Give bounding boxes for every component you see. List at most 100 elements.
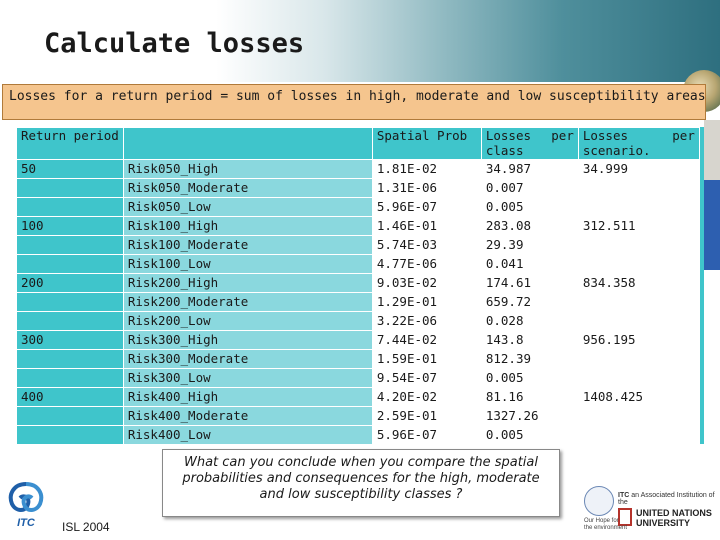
cell-losses-per-scenario	[577, 235, 700, 255]
cell-losses-per-class: 0.028	[480, 311, 579, 331]
cell-scenario-name: Risk050_Low	[122, 197, 373, 217]
question-box: What can you conclude when you compare t…	[162, 449, 560, 517]
cell-losses-per-class: 283.08	[480, 216, 579, 236]
cell-losses-per-class: 174.61	[480, 273, 579, 293]
cell-spatial-prob: 9.03E-02	[371, 273, 482, 293]
header-losses-scen-word: Losses	[582, 128, 628, 144]
table-header-row: Return period Spatial Prob Losses per cla…	[16, 127, 700, 160]
cell-losses-per-scenario: 956.195	[577, 330, 700, 350]
cell-scenario-name: Risk300_High	[122, 330, 373, 350]
cell-spatial-prob: 3.22E-06	[371, 311, 482, 331]
cell-scenario-name: Risk400_Low	[122, 425, 373, 445]
cell-spatial-prob: 4.20E-02	[371, 387, 482, 407]
cell-losses-per-class: 0.007	[480, 178, 579, 198]
un-university-logo: ITC an Associated Institution of the UNI…	[584, 486, 716, 534]
cell-losses-per-scenario	[577, 425, 700, 445]
table-row: Risk300_Moderate 1.59E-01 812.39	[16, 349, 700, 369]
unu-mark-icon	[618, 508, 632, 526]
cell-scenario-name: Risk100_Low	[122, 254, 373, 274]
table-row: Risk050_Moderate 1.31E-06 0.007	[16, 178, 700, 198]
cell-return-period	[16, 406, 124, 426]
cell-return-period	[16, 254, 124, 274]
cell-scenario-name: Risk400_High	[122, 387, 373, 407]
cell-losses-per-scenario	[577, 292, 700, 312]
cell-scenario-name: Risk100_High	[122, 216, 373, 236]
cell-return-period: 200	[16, 273, 124, 293]
side-decoration-white	[704, 270, 720, 370]
cell-losses-per-scenario	[577, 178, 700, 198]
table-row: Risk200_Low 3.22E-06 0.028	[16, 311, 700, 331]
cell-scenario-name: Risk050_Moderate	[122, 178, 373, 198]
cell-scenario-name: Risk200_Moderate	[122, 292, 373, 312]
unu-name: UNITED NATIONS UNIVERSITY	[636, 508, 712, 528]
cell-losses-per-class: 1327.26	[480, 406, 579, 426]
hope-text: Our Hope for the environment	[584, 518, 628, 531]
cell-return-period: 100	[16, 216, 124, 236]
cell-losses-per-class: 0.005	[480, 368, 579, 388]
header-losses-class-class: class	[485, 143, 524, 158]
cell-losses-per-scenario	[577, 197, 700, 217]
cell-spatial-prob: 2.59E-01	[371, 406, 482, 426]
table-row: 50 Risk050_High 1.81E-02 34.987 34.999	[16, 159, 700, 179]
table-row: 300 Risk300_High 7.44E-02 143.8 956.195	[16, 330, 700, 350]
header-losses-scen-scenario: scenario.	[582, 143, 651, 158]
cell-losses-per-class: 29.39	[480, 235, 579, 255]
cell-return-period: 400	[16, 387, 124, 407]
cell-losses-per-scenario	[577, 254, 700, 274]
cell-scenario-name: Risk200_High	[122, 273, 373, 293]
header-losses-per-class: Losses per class	[480, 127, 579, 160]
cell-losses-per-scenario	[577, 368, 700, 388]
table-row: 100 Risk100_High 1.46E-01 283.08 312.511	[16, 216, 700, 236]
cell-losses-per-class: 34.987	[480, 159, 579, 179]
cell-spatial-prob: 7.44E-02	[371, 330, 482, 350]
table-row: Risk400_Moderate 2.59E-01 1327.26	[16, 406, 700, 426]
cell-losses-per-scenario: 34.999	[577, 159, 700, 179]
losses-table: Return period Spatial Prob Losses per cla…	[16, 127, 700, 445]
cell-return-period	[16, 178, 124, 198]
cell-losses-per-class: 0.041	[480, 254, 579, 274]
side-decoration-gray	[704, 120, 720, 180]
cell-return-period	[16, 235, 124, 255]
header-losses-per-scenario: Losses per scenario.	[577, 127, 700, 160]
cell-scenario-name: Risk300_Moderate	[122, 349, 373, 369]
cell-losses-per-class: 812.39	[480, 349, 579, 369]
cell-losses-per-scenario: 312.511	[577, 216, 700, 236]
header-band	[0, 0, 720, 82]
side-decoration	[704, 120, 720, 370]
cell-scenario-name: Risk200_Low	[122, 311, 373, 331]
cell-scenario-name: Risk400_Moderate	[122, 406, 373, 426]
itc-logo-text: ITC	[17, 517, 36, 529]
cell-losses-per-scenario: 1408.425	[577, 387, 700, 407]
header-losses-scen-per: per	[672, 128, 695, 144]
table-row: Risk400_Low 5.96E-07 0.005	[16, 425, 700, 445]
cell-spatial-prob: 1.46E-01	[371, 216, 482, 236]
cell-spatial-prob: 5.96E-07	[371, 197, 482, 217]
cell-return-period	[16, 368, 124, 388]
cell-losses-per-class: 0.005	[480, 197, 579, 217]
cell-return-period	[16, 311, 124, 331]
table-row: 400 Risk400_High 4.20E-02 81.16 1408.425	[16, 387, 700, 407]
cell-return-period	[16, 292, 124, 312]
cell-losses-per-class: 0.005	[480, 425, 579, 445]
cell-spatial-prob: 1.59E-01	[371, 349, 482, 369]
cell-return-period	[16, 425, 124, 445]
cell-losses-per-class: 143.8	[480, 330, 579, 350]
slide-title: Calculate losses	[44, 28, 305, 59]
cell-scenario-name: Risk300_Low	[122, 368, 373, 388]
header-losses-class-word: Losses	[485, 128, 531, 144]
cell-spatial-prob: 5.74E-03	[371, 235, 482, 255]
header-return-period: Return period	[16, 127, 124, 160]
cell-scenario-name: Risk100_Moderate	[122, 235, 373, 255]
cell-return-period: 50	[16, 159, 124, 179]
footer-text: ISL 2004	[62, 520, 110, 534]
cell-return-period	[16, 197, 124, 217]
cell-losses-per-scenario	[577, 406, 700, 426]
table-row: Risk300_Low 9.54E-07 0.005	[16, 368, 700, 388]
header-scenario-name	[122, 127, 373, 160]
table-row: Risk100_Moderate 5.74E-03 29.39	[16, 235, 700, 255]
losses-table-container: Return period Spatial Prob Losses per cla…	[16, 127, 704, 445]
cell-scenario-name: Risk050_High	[122, 159, 373, 179]
un-emblem-icon	[584, 486, 614, 516]
cell-losses-per-class: 659.72	[480, 292, 579, 312]
cell-spatial-prob: 9.54E-07	[371, 368, 482, 388]
